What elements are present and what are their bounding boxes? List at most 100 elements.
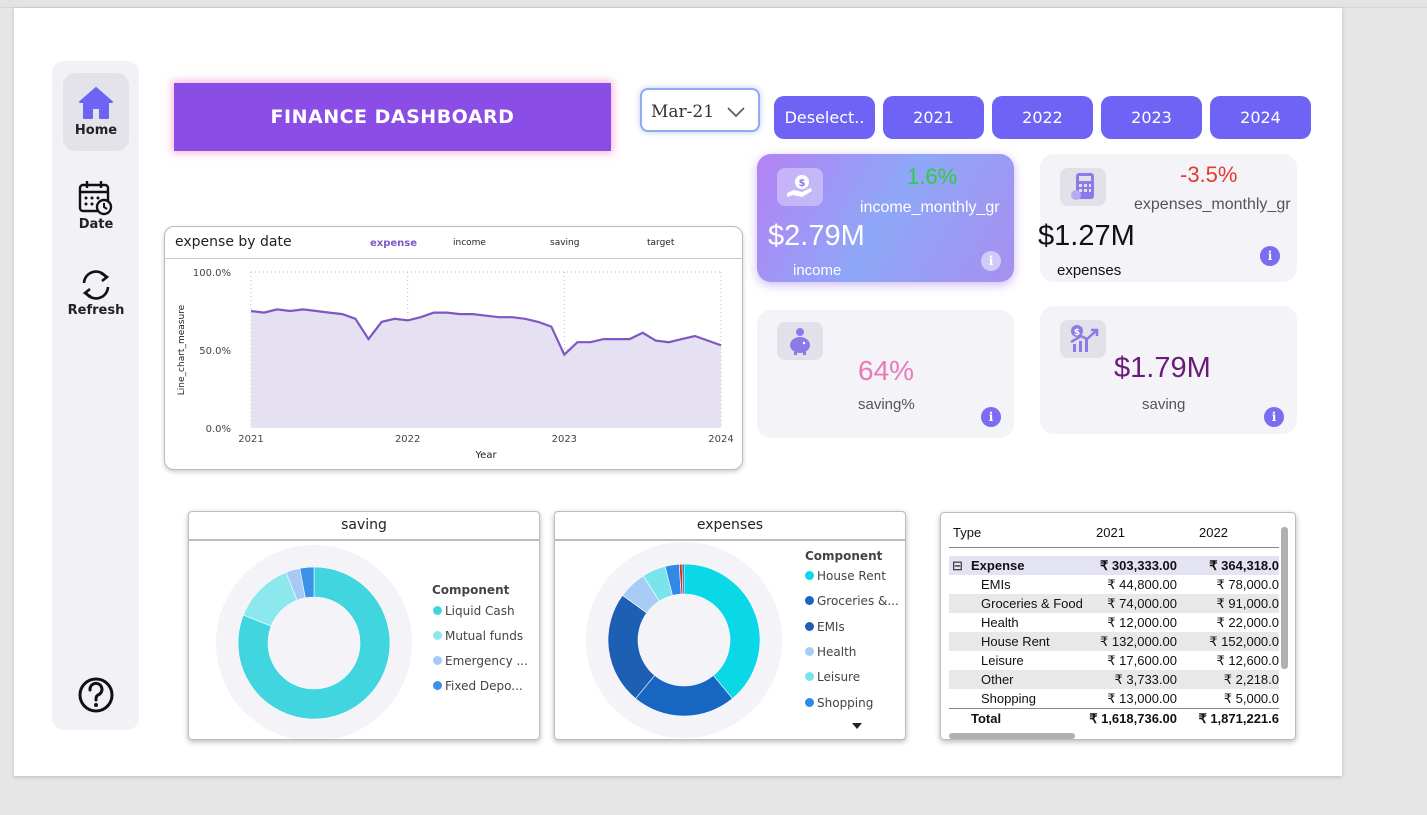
- year-2022-button[interactable]: 2022: [992, 96, 1093, 139]
- expenses-growth-value: -3.5%: [1180, 162, 1238, 187]
- table-total-row[interactable]: Total ₹ 1,618,736.00 ₹ 1,871,221.6: [949, 708, 1279, 727]
- expense-line: [250, 308, 722, 357]
- legend-saving[interactable]: saving: [550, 238, 580, 248]
- saving-legend-item[interactable]: Mutual funds: [433, 629, 523, 643]
- table-horizontal-scrollbar[interactable]: [949, 733, 1075, 739]
- x-tick-label: 2024: [708, 434, 733, 445]
- refresh-icon: [82, 270, 110, 300]
- y-tick-label: 50.0%: [199, 346, 231, 357]
- saving-pct-value: 64%: [858, 355, 915, 386]
- legend-expense[interactable]: expense: [370, 238, 418, 249]
- saving-pct-info-icon[interactable]: i: [981, 407, 1001, 427]
- calendar-clock-icon: [78, 181, 113, 216]
- collapse-icon: ⊟: [952, 558, 963, 573]
- table-cell-2022: ₹ 91,000.0: [1216, 596, 1280, 611]
- saving-donut-panel: saving Component Liquid Cash Mutual fund…: [188, 511, 540, 740]
- year-2021-button[interactable]: 2021: [883, 96, 984, 139]
- table-row[interactable]: ⊟ Expense ₹ 303,333.00 ₹ 364,318.0: [949, 556, 1279, 575]
- date-dropdown[interactable]: Mar-21: [640, 88, 760, 132]
- table-row[interactable]: Shopping ₹ 13,000.00 ₹ 5,000.0: [949, 689, 1279, 708]
- saving-legend-item[interactable]: Liquid Cash: [433, 604, 515, 618]
- x-tick-label: 2022: [395, 434, 420, 445]
- saving-legend-item[interactable]: Emergency ...: [433, 654, 528, 668]
- legend-income[interactable]: income: [453, 238, 486, 248]
- nav-date[interactable]: Date: [63, 169, 129, 239]
- table-row[interactable]: Other ₹ 3,733.00 ₹ 2,218.0: [949, 670, 1279, 689]
- y-axis-label: Line_chart_measure: [177, 304, 187, 395]
- table-cell-2022: ₹ 5,000.0: [1223, 691, 1279, 706]
- table-cell-2021: ₹ 1,618,736.00: [1089, 711, 1177, 726]
- table-vertical-scrollbar[interactable]: [1281, 527, 1288, 669]
- table-header-2022[interactable]: 2022: [1199, 525, 1228, 540]
- expense-by-date-chart: expense by date expense income saving ta…: [164, 226, 743, 470]
- nav-date-label: Date: [78, 217, 114, 232]
- table-row[interactable]: House Rent ₹ 132,000.00 ₹ 152,000.0: [949, 632, 1279, 651]
- table-cell-2021: ₹ 12,000.00: [1107, 615, 1177, 630]
- nav-refresh-label: Refresh: [67, 303, 125, 318]
- income-growth-label: income_monthly_gr: [860, 199, 1000, 216]
- table-row-label: House Rent: [981, 634, 1050, 649]
- saving-pct-label: saving%: [858, 396, 915, 413]
- calculator-icon: [1060, 168, 1106, 206]
- expense-area: [251, 309, 721, 428]
- table-cell-2021: ₹ 13,000.00: [1107, 691, 1177, 706]
- saving-legend-title: Component: [432, 583, 510, 597]
- growth-chart-icon: $: [1060, 320, 1106, 358]
- income-card: $ 1.6% income_monthly_gr $2.79M income i: [757, 154, 1014, 282]
- saving-donut-title: saving: [189, 512, 539, 541]
- table-row-label: Shopping: [981, 691, 1036, 706]
- line-chart-header-divider: [165, 258, 742, 259]
- table-row[interactable]: Leisure ₹ 17,600.00 ₹ 12,600.0: [949, 651, 1279, 670]
- saving-info-icon[interactable]: i: [1264, 407, 1284, 427]
- expenses-legend-item[interactable]: Leisure: [805, 670, 860, 684]
- dashboard-canvas: Home Date Refresh: [14, 8, 1342, 776]
- nav-refresh[interactable]: Refresh: [63, 257, 129, 327]
- saving-legend-item[interactable]: Fixed Depo...: [433, 679, 523, 693]
- expenses-legend-item[interactable]: Shopping: [805, 696, 873, 710]
- svg-text:$: $: [1074, 328, 1080, 338]
- donut-slice: [299, 566, 315, 599]
- legend-target[interactable]: target: [647, 238, 675, 248]
- year-2023-button[interactable]: 2023: [1101, 96, 1202, 139]
- table-row[interactable]: Groceries & Food ₹ 74,000.00 ₹ 91,000.0: [949, 594, 1279, 613]
- income-growth-value: 1.6%: [907, 164, 958, 189]
- table-cell-2022: ₹ 12,600.0: [1216, 653, 1280, 668]
- expenses-legend-item[interactable]: Groceries &...: [805, 594, 899, 608]
- legend-scroll-down-icon[interactable]: [851, 722, 863, 730]
- income-info-icon[interactable]: i: [981, 251, 1001, 271]
- help-button[interactable]: [76, 675, 116, 715]
- table-cell-2021: ₹ 74,000.00: [1107, 596, 1177, 611]
- expenses-card: -3.5% expenses_monthly_gr $1.27M expense…: [1038, 154, 1297, 282]
- saving-label: saving: [1142, 396, 1186, 413]
- nav-home[interactable]: Home: [63, 73, 129, 151]
- table-row-label: Health: [981, 615, 1019, 630]
- expenses-info-icon[interactable]: i: [1260, 246, 1280, 266]
- table-cell-2022: ₹ 2,218.0: [1223, 672, 1279, 687]
- y-tick-label: 100.0%: [193, 268, 231, 279]
- expenses-legend-item[interactable]: House Rent: [805, 569, 886, 583]
- piggy-bank-icon: [777, 322, 823, 360]
- table-header-2021[interactable]: 2021: [1096, 525, 1125, 540]
- help-icon: [78, 677, 114, 713]
- x-axis-label: Year: [474, 450, 497, 461]
- chevron-down-icon: [727, 107, 745, 118]
- table-cell-2022: ₹ 152,000.0: [1209, 634, 1279, 649]
- table-row-label: EMIs: [981, 577, 1011, 592]
- deselect-button[interactable]: Deselect..: [774, 96, 875, 139]
- saving-value: $1.79M: [1114, 352, 1211, 384]
- donut-slice: [681, 563, 685, 595]
- table-cell-2022: ₹ 364,318.0: [1209, 558, 1279, 573]
- table-row[interactable]: EMIs ₹ 44,800.00 ₹ 78,000.0: [949, 575, 1279, 594]
- window-top-bar: [0, 0, 1427, 8]
- year-2024-button[interactable]: 2024: [1210, 96, 1311, 139]
- home-icon: [79, 87, 113, 119]
- table-row[interactable]: Health ₹ 12,000.00 ₹ 22,000.0: [949, 613, 1279, 632]
- table-header-divider: [949, 547, 1279, 548]
- expenses-legend-item[interactable]: EMIs: [805, 620, 845, 634]
- table-cell-2021: ₹ 132,000.00: [1100, 634, 1177, 649]
- page-title: FINANCE DASHBOARD: [270, 106, 515, 128]
- table-header-type[interactable]: Type: [953, 525, 982, 540]
- expenses-legend-item[interactable]: Health: [805, 645, 856, 659]
- expenses-legend-title: Component: [805, 549, 883, 563]
- donut-slice: [683, 563, 761, 699]
